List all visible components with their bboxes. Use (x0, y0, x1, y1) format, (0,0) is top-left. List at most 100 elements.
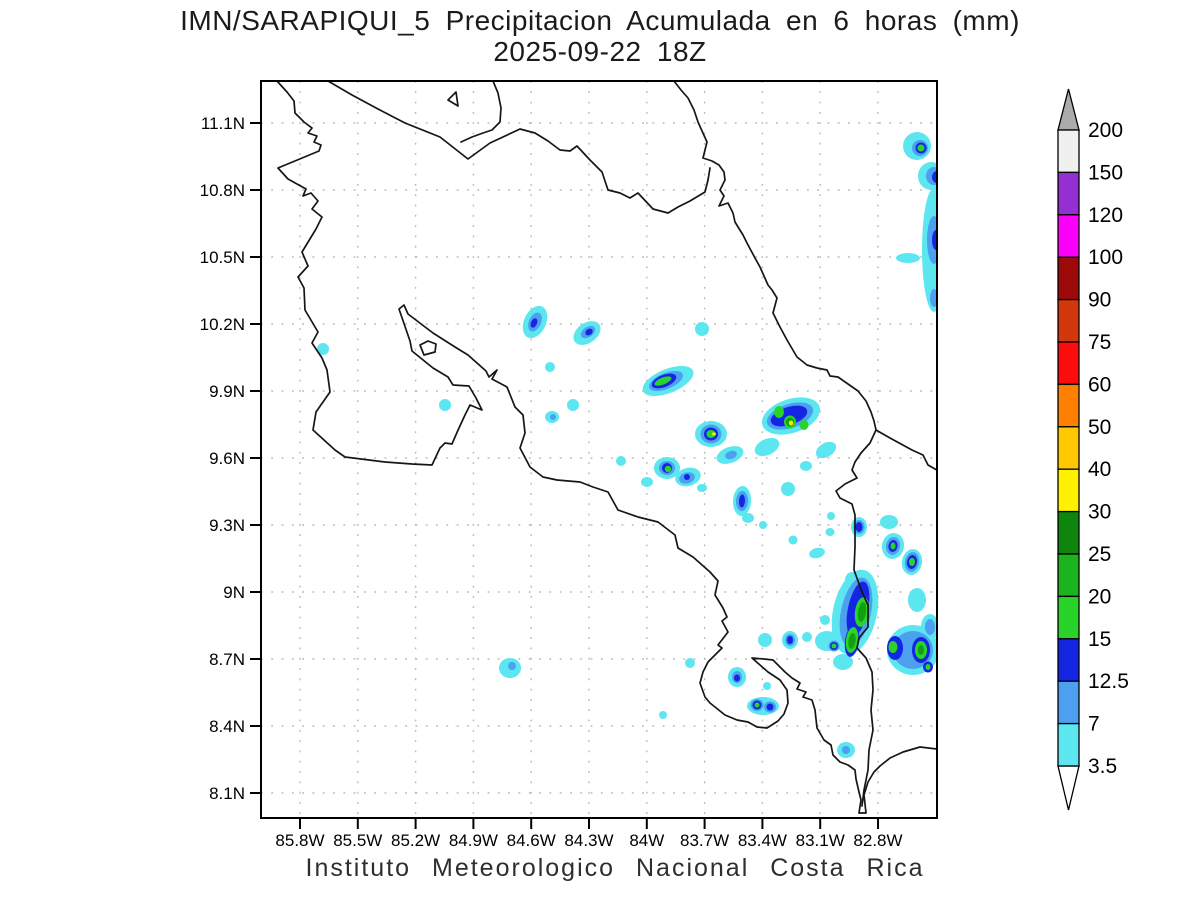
colorbar-segment (1057, 256, 1080, 301)
precip-cell-c1 (758, 633, 772, 647)
colorbar-segment (1057, 638, 1080, 682)
precip-cell-g2 (857, 602, 867, 622)
colorbar-segment (1057, 595, 1080, 640)
precip-cell-c1 (759, 521, 767, 529)
colorbar-arrow-bottom (1057, 765, 1080, 811)
colorbar-label: 150 (1088, 161, 1123, 184)
colorbar-segment (1057, 553, 1080, 598)
precip-cell-c1 (833, 654, 853, 670)
lon-tick-label: 85.5W (333, 831, 382, 850)
colorbar-label: 40 (1088, 458, 1111, 481)
lat-tick-label: 9.6N (209, 449, 245, 468)
colorbar-segment (1057, 510, 1080, 555)
precip-cell-g1 (706, 430, 716, 438)
precip-cell-g1 (890, 542, 896, 550)
precip-cell-c1 (439, 399, 451, 411)
colorbar-label: 3.5 (1088, 755, 1117, 778)
coastlines (276, 81, 937, 814)
precip-cell-c1 (809, 547, 825, 559)
precip-cell-c3 (684, 474, 690, 480)
source-caption: Instituto Meteorologico Nacional Costa R… (305, 854, 925, 882)
precip-cell-g1 (888, 641, 898, 653)
lat-axis: 11.1N 10.8N 10.5N 10.2N 9.9N 9.6N 9.3N 9N 8.7N 8.… (200, 114, 261, 803)
colorbar-segment (1057, 426, 1080, 470)
precip-cell-c1 (788, 535, 798, 545)
plot-title-line1: IMN/SARAPIQUI_5 Precipitacion Acumulada … (180, 5, 1020, 36)
lat-tick-label: 10.8N (200, 181, 245, 200)
colorbar: 200 150 120 100 90 75 60 50 40 30 25 20 15 12.5 7 3.5 (1057, 88, 1129, 811)
panama-border (835, 429, 877, 807)
precip-cell-c1 (697, 484, 707, 492)
lat-tick-label: 11.1N (201, 114, 245, 133)
colorbar-segment (1057, 298, 1080, 343)
precip-cell-g1 (909, 558, 915, 566)
precip-cell-c3 (787, 636, 793, 644)
lat-tick-label: 9.3N (209, 516, 245, 535)
plot-title-line2: 2025-09-22 18Z (493, 36, 707, 67)
lon-tick-label: 84.3W (564, 831, 613, 850)
precip-cell-c2 (930, 289, 937, 307)
colorbar-label: 50 (1088, 416, 1111, 439)
precip-cell-g1 (774, 406, 784, 418)
colorbar-label: 90 (1088, 289, 1111, 312)
colorbar-label: 200 (1088, 119, 1123, 142)
precip-cell-c1 (880, 515, 898, 529)
precip-cell-c3 (766, 703, 774, 711)
lon-tick-label: 83.1W (796, 831, 845, 850)
precip-overlay (317, 132, 937, 758)
lat-tick-label: 8.1N (209, 784, 245, 803)
lon-axis: 85.8W 85.5W 85.2W 84.9W 84.6W 84.3W 84W 83.7W 83… (275, 818, 903, 850)
caribbean-coast (673, 81, 937, 472)
precip-cell-c1 (800, 461, 812, 471)
colorbar-label: 60 (1088, 373, 1111, 396)
pacific-coast (276, 81, 937, 814)
precip-cell-g1 (664, 465, 672, 473)
colorbar-label: 100 (1088, 246, 1123, 269)
colorbar-label: 75 (1088, 331, 1111, 354)
precip-cell-c2 (508, 662, 516, 670)
lat-tick-label: 8.7N (209, 650, 245, 669)
colorbar-label: 30 (1088, 501, 1111, 524)
precip-cell-c1 (685, 658, 695, 668)
colorbar-segment (1057, 214, 1080, 258)
precip-cell-c1 (908, 588, 926, 612)
precip-cell-g1 (831, 643, 837, 649)
colorbar-segment (1057, 129, 1080, 174)
precip-cell-c1 (896, 253, 920, 263)
precip-cell-c3 (738, 494, 746, 508)
precip-cell-c2 (842, 746, 850, 754)
lon-tick-label: 83.7W (680, 831, 729, 850)
lon-tick-label: 83.4W (738, 831, 787, 850)
lat-tick-label: 10.5N (200, 248, 245, 267)
precip-cell-y1 (712, 432, 716, 436)
precip-cell-c1 (659, 711, 667, 719)
precip-cell-c1 (545, 362, 555, 372)
precip-cell-c1 (616, 456, 626, 466)
lon-tick-label: 84W (629, 831, 664, 850)
chira-island (419, 340, 437, 356)
precip-cell-c3 (932, 230, 937, 250)
precip-cell-c3 (855, 522, 863, 532)
precip-cell-c1 (815, 441, 837, 459)
lake-island (447, 91, 459, 107)
colorbar-label: 120 (1088, 204, 1123, 227)
precip-cell-c3 (530, 318, 538, 328)
colorbar-segment (1057, 468, 1080, 513)
plot-title: IMN/SARAPIQUI_5 Precipitacion Acumulada … (0, 5, 1200, 67)
map-frame (260, 80, 938, 819)
colorbar-label: 7 (1088, 713, 1100, 736)
lon-tick-label: 85.8W (275, 831, 324, 850)
colorbar-label: 20 (1088, 585, 1111, 608)
precip-cell-c2 (550, 414, 556, 420)
lat-tick-label: 8.4N (209, 717, 245, 736)
precip-cell-g1 (917, 144, 925, 152)
precip-cell-c1 (317, 343, 329, 355)
precip-cell-c1 (820, 615, 830, 625)
precip-cell-g1 (799, 420, 809, 430)
lat-tick-label: 10.2N (200, 315, 245, 334)
precip-cell-c1 (742, 513, 754, 523)
precip-cell-c3 (932, 171, 937, 183)
precip-cell-c1 (567, 399, 579, 411)
precip-cell-c3 (585, 328, 593, 336)
